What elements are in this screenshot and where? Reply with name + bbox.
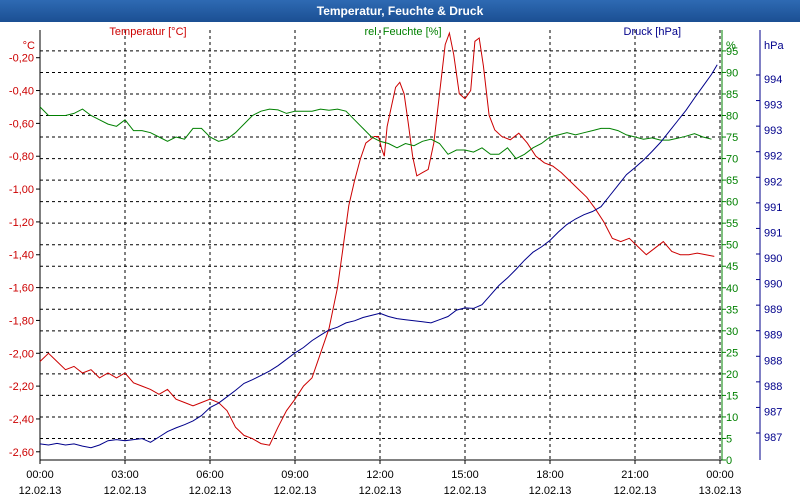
pressure-tick-label: 990 — [764, 279, 782, 291]
humidity-tick-label: 70 — [726, 154, 738, 166]
temperature-tick-label: -0,20 — [9, 53, 34, 65]
x-tick-time-label: 00:00 — [26, 469, 54, 481]
humidity-tick-label: 65 — [726, 175, 738, 187]
temperature-tick-label: -1,80 — [9, 315, 34, 327]
humidity-tick-label: 0 — [726, 455, 732, 467]
pressure-unit-label: hPa — [764, 40, 784, 52]
x-tick-time-label: 15:00 — [451, 469, 479, 481]
x-tick-date-label: 12.02.13 — [444, 485, 487, 497]
x-tick-date-label: 12.02.13 — [614, 485, 657, 497]
x-tick-date-label: 12.02.13 — [189, 485, 232, 497]
temperature-unit-label: °C — [23, 40, 35, 52]
labels: °C% hPa Temperatur [°C] rel. Feuchte [%] Dru… — [9, 26, 785, 497]
series-line-pressure — [39, 64, 718, 449]
temperature-tick-label: -1,60 — [9, 283, 34, 295]
humidity-tick-label: 50 — [726, 240, 738, 252]
temperature-tick-label: -1,20 — [9, 217, 34, 229]
temperature-tick-label: -2,00 — [9, 348, 34, 360]
x-tick-date-label: 12.02.13 — [19, 485, 62, 497]
x-tick-time-label: 06:00 — [196, 469, 224, 481]
pressure-tick-label: 991 — [764, 227, 782, 239]
temperature-tick-label: -2,20 — [9, 381, 34, 393]
x-tick-date-label: 12.02.13 — [104, 485, 147, 497]
humidity-tick-label: 10 — [726, 412, 738, 424]
pressure-tick-label: 989 — [764, 330, 782, 342]
humidity-tick-label: 85 — [726, 89, 738, 101]
chart: °C% hPa Temperatur [°C] rel. Feuchte [%] Dru… — [9, 26, 785, 497]
pressure-tick-label: 992 — [764, 176, 782, 188]
axes — [36, 30, 761, 464]
temperature-tick-label: -1,40 — [9, 250, 34, 262]
humidity-tick-label: 30 — [726, 326, 738, 338]
humidity-tick-label: 5 — [726, 433, 732, 445]
humidity-tick-label: 95 — [726, 46, 738, 58]
humidity-tick-label: 20 — [726, 369, 738, 381]
pressure-tick-label: 987 — [764, 406, 782, 418]
x-tick-time-label: 00:00 — [706, 469, 734, 481]
pressure-tick-label: 988 — [764, 355, 782, 367]
humidity-tick-label: 80 — [726, 111, 738, 123]
series — [39, 31, 718, 449]
temperature-axis-title: Temperatur [°C] — [109, 26, 186, 38]
temperature-tick-label: -1,00 — [9, 184, 34, 196]
x-tick-date-label: 13.02.13 — [699, 485, 742, 497]
x-tick-time-label: 21:00 — [621, 469, 649, 481]
humidity-tick-label: 25 — [726, 347, 738, 359]
x-tick-time-label: 12:00 — [366, 469, 394, 481]
temperature-tick-label: -0,40 — [9, 86, 34, 98]
pressure-tick-label: 990 — [764, 253, 782, 265]
humidity-tick-label: 40 — [726, 283, 738, 295]
grid — [39, 30, 722, 461]
x-tick-time-label: 18:00 — [536, 469, 564, 481]
humidity-tick-label: 75 — [726, 132, 738, 144]
pressure-tick-label: 989 — [764, 304, 782, 316]
pressure-tick-label: 994 — [764, 74, 782, 86]
humidity-tick-label: 55 — [726, 218, 738, 230]
humidity-tick-label: 45 — [726, 261, 738, 273]
pressure-axis-title: Druck [hPa] — [624, 26, 681, 38]
humidity-tick-label: 90 — [726, 67, 738, 79]
pressure-tick-label: 988 — [764, 381, 782, 393]
x-tick-date-label: 12.02.13 — [359, 485, 402, 497]
series-line-humidity — [39, 106, 712, 160]
pressure-tick-label: 987 — [764, 432, 782, 444]
pressure-tick-label: 993 — [764, 100, 782, 112]
x-tick-date-label: 12.02.13 — [274, 485, 317, 497]
pressure-tick-label: 992 — [764, 151, 782, 163]
temperature-tick-label: -0,60 — [9, 118, 34, 130]
series-line-temperature — [39, 31, 715, 446]
x-tick-time-label: 09:00 — [281, 469, 309, 481]
humidity-axis-title: rel. Feuchte [%] — [364, 26, 441, 38]
pressure-tick-label: 991 — [764, 202, 782, 214]
x-tick-time-label: 03:00 — [111, 469, 139, 481]
temperature-tick-label: -2,60 — [9, 447, 34, 459]
window-title: Temperatur, Feuchte & Druck — [0, 0, 800, 22]
humidity-unit-label: % — [726, 40, 736, 52]
pressure-tick-label: 993 — [764, 125, 782, 137]
humidity-tick-label: 60 — [726, 197, 738, 209]
humidity-tick-label: 15 — [726, 390, 738, 402]
temperature-tick-label: -2,40 — [9, 414, 34, 426]
x-tick-date-label: 12.02.13 — [529, 485, 572, 497]
humidity-tick-label: 35 — [726, 304, 738, 316]
temperature-tick-label: -0,80 — [9, 151, 34, 163]
